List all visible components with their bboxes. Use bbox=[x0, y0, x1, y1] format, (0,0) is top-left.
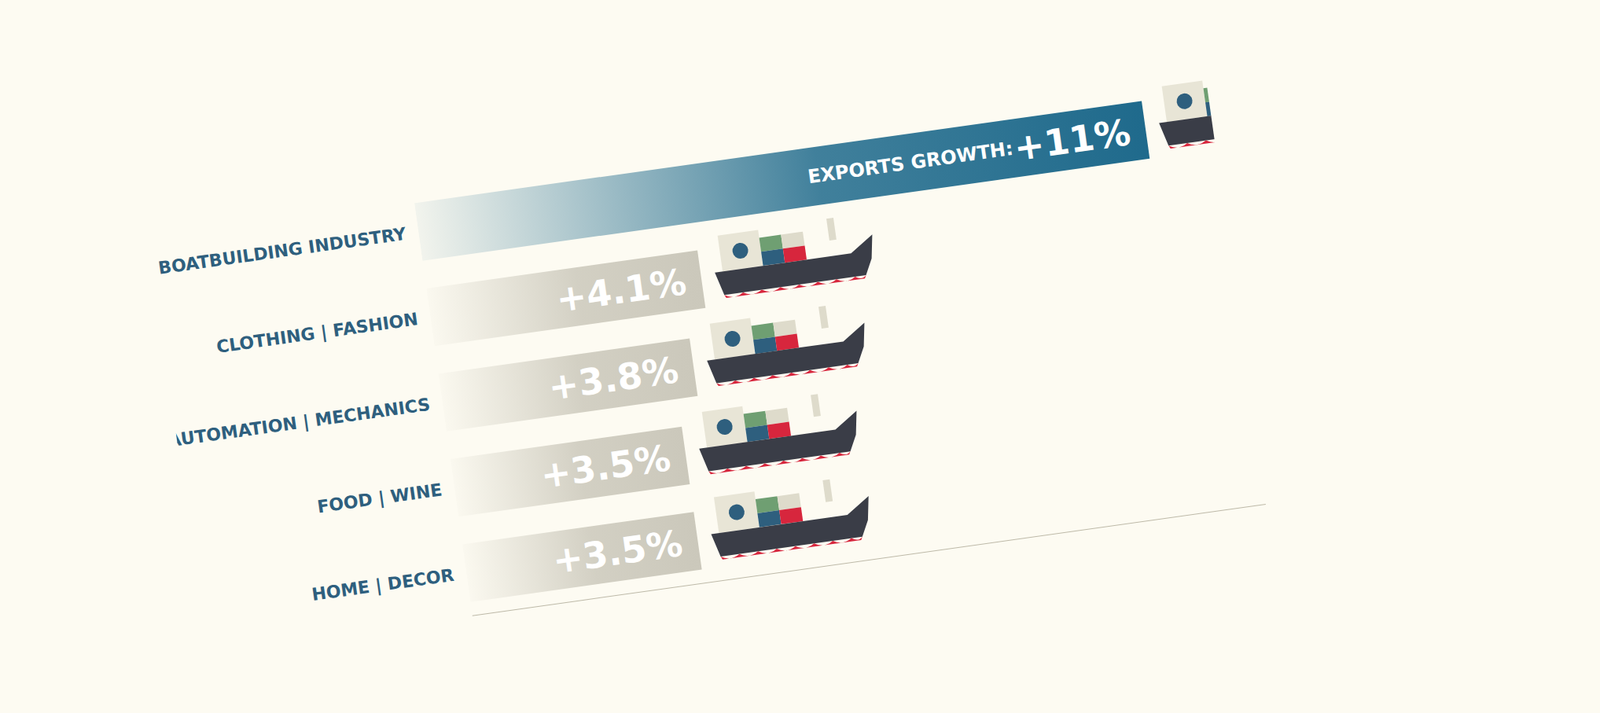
svg-text:CLOTHING | FASHION: CLOTHING | FASHION bbox=[214, 308, 420, 358]
svg-text:+3.5%: +3.5% bbox=[549, 521, 685, 582]
svg-text:+4.1%: +4.1% bbox=[553, 260, 689, 321]
svg-text:+3.5%: +3.5% bbox=[537, 436, 674, 497]
svg-text:AUTOMATION | MECHANICS: AUTOMATION | MECHANICS bbox=[166, 393, 432, 452]
svg-text:HOME | DECOR: HOME | DECOR bbox=[309, 564, 455, 605]
svg-text:+3.8%: +3.8% bbox=[545, 348, 681, 409]
svg-text:+11%: +11% bbox=[1011, 110, 1133, 170]
svg-text:EXPORTS GROWTH:: EXPORTS GROWTH: bbox=[805, 136, 1015, 188]
svg-text:FOOD | WINE: FOOD | WINE bbox=[315, 479, 443, 518]
svg-text:BOATBUILDING INDUSTRY: BOATBUILDING INDUSTRY bbox=[156, 223, 408, 278]
